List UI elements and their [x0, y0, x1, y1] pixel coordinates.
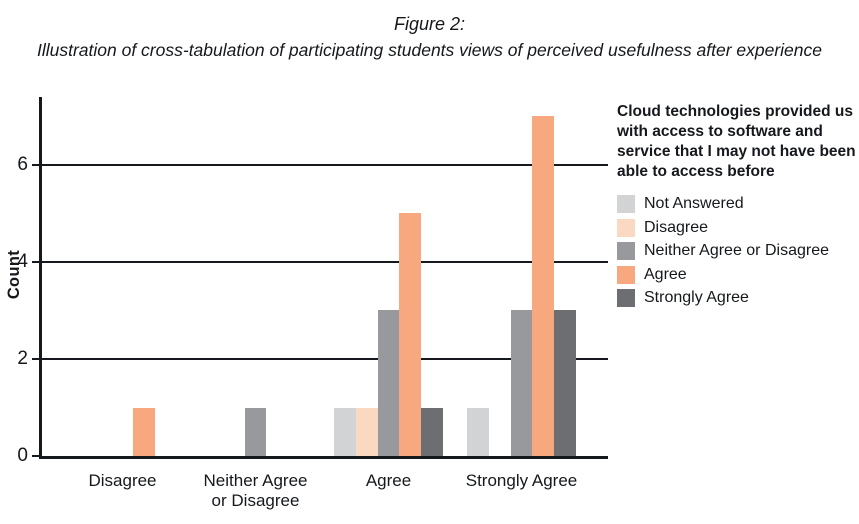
legend-swatch-agree	[617, 265, 635, 284]
y-tick-label-4: 4	[17, 250, 28, 272]
bar-neither-agree-or-disagree-agree	[377, 310, 400, 456]
legend-item-neither-agree-or-disagree: Neither Agree or Disagree	[617, 242, 859, 260]
y-tick-label-0: 0	[17, 445, 28, 466]
legend-swatch-disagree	[617, 218, 635, 237]
legend-item-label: Strongly Agree	[644, 289, 749, 306]
y-tick-label-2: 2	[17, 347, 28, 369]
legend-swatch-not-answered	[617, 195, 635, 213]
figure-title: Figure 2:	[393, 14, 466, 34]
y-tick-6	[32, 163, 42, 167]
x-category-label-neither-agree-or-disagree: Neither Agree or Disagree	[203, 471, 308, 510]
legend-item-disagree: Disagree	[617, 218, 859, 237]
figure-caption: Figure 2: Illustration of cross-tabulati…	[0, 13, 859, 61]
bar-strongly-agree-agree	[421, 407, 443, 456]
figure-subtitle: Illustration of cross-tabulation of part…	[36, 40, 822, 60]
y-tick-4	[32, 260, 42, 264]
bar-agree-disagree	[133, 407, 156, 456]
bar-neither-agree-or-disagree-neither-agree-or-disagree	[244, 407, 267, 456]
legend-title: Cloud technologies provided us with acce…	[617, 103, 856, 180]
legend-swatch-neither-agree-or-disagree	[617, 242, 635, 260]
legend-item-label: Not Answered	[644, 195, 744, 212]
legend-item-label: Agree	[644, 265, 687, 283]
bar-agree-agree	[399, 213, 422, 456]
bar-agree-strongly-agree	[532, 116, 555, 456]
bar-disagree-agree	[355, 407, 378, 456]
gridline-2	[42, 358, 608, 360]
bar-not-answered-agree	[334, 407, 356, 456]
bar-neither-agree-or-disagree-strongly-agree	[510, 310, 533, 456]
bar-not-answered-strongly-agree	[467, 407, 489, 456]
legend-item-agree: Agree	[617, 265, 859, 284]
x-category-label-strongly-agree: Strongly Agree	[465, 471, 578, 490]
legend-item-label: Neither Agree or Disagree	[644, 242, 829, 259]
legend-swatch-strongly-agree	[617, 289, 635, 307]
legend: Cloud technologies provided us with acce…	[617, 102, 859, 313]
gridline-6	[42, 164, 608, 166]
y-tick-label-6: 6	[17, 153, 28, 175]
bar-strongly-agree-strongly-agree	[554, 310, 576, 456]
legend-item-not-answered: Not Answered	[617, 195, 859, 213]
legend-items: Not Answered Disagree Neither Agree or Dis…	[617, 195, 859, 307]
gridline-4	[42, 261, 608, 263]
y-tick-0	[32, 454, 42, 458]
y-tick-2	[32, 357, 42, 361]
x-category-label-agree: Agree	[365, 471, 412, 490]
legend-item-strongly-agree: Strongly Agree	[617, 289, 859, 307]
plot-area: 0 2 4 6 Disagree Neither Agree or Disagree Agr…	[17, 97, 608, 510]
x-category-label-disagree: Disagree	[88, 471, 157, 490]
legend-item-label: Disagree	[644, 218, 709, 236]
